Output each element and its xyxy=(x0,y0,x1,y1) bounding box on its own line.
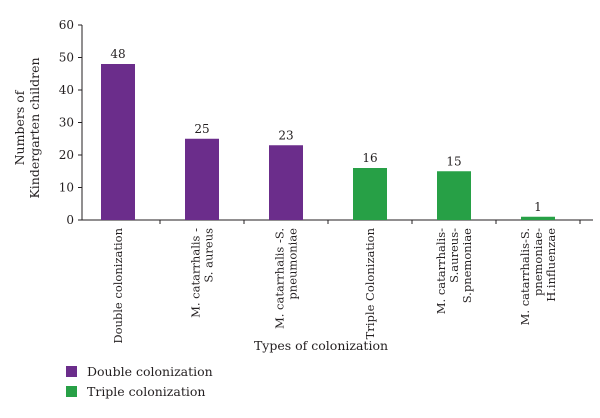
category-label-line: M. catarrhalis-S. xyxy=(518,228,532,325)
y-tick-label-20: 20 xyxy=(59,148,74,162)
y-tick-label-60: 60 xyxy=(59,18,74,32)
category-label-line: pneumoniae xyxy=(286,228,300,300)
category-label-line: M. catarrhalis - xyxy=(189,228,203,318)
y-axis-title: Numbers ofKindergarten children xyxy=(12,57,42,198)
bar-4 xyxy=(437,171,471,220)
bar-5 xyxy=(521,216,555,220)
category-label-line: H.influenzae xyxy=(544,228,558,302)
bar-0 xyxy=(101,64,135,220)
y-tick-label-30: 30 xyxy=(59,116,74,130)
y-tick-label-50: 50 xyxy=(59,51,74,65)
y-tick-label-0: 0 xyxy=(66,213,74,227)
legend-label-triple: Triple colonization xyxy=(87,383,206,399)
bar-1 xyxy=(185,138,219,220)
bar-3 xyxy=(353,168,387,220)
chart-axes xyxy=(78,24,593,224)
category-label-line: pnemoniae- xyxy=(531,228,545,296)
category-label-line: S. aureus xyxy=(202,228,216,283)
y-axis-title-line: Kindergarten children xyxy=(27,57,42,198)
bar-value-label-0: 48 xyxy=(110,47,125,61)
category-label-5: M. catarrhalis-S.pnemoniae-H.influenzae xyxy=(518,228,558,326)
x-axis-title: Types of colonization xyxy=(254,338,388,353)
category-label-line: S.pnemoniae xyxy=(460,228,474,303)
legend-swatch-triple xyxy=(66,385,77,397)
bar-value-label-3: 16 xyxy=(362,151,377,165)
legend-item-double: Double colonization xyxy=(66,361,213,381)
y-tick-label-10: 10 xyxy=(59,181,74,195)
category-label-line: M. catarrhalis- xyxy=(434,228,448,314)
bar-value-label-2: 23 xyxy=(278,128,293,142)
category-label-4: M. catarrhalis-S.aureus-S.pnemoniae xyxy=(434,228,474,314)
chart-legend: Double colonization Triple colonization xyxy=(66,361,213,401)
category-label-line: Double colonization xyxy=(111,227,125,343)
legend-item-triple: Triple colonization xyxy=(66,381,213,401)
category-label-line: S.aureus- xyxy=(447,228,461,283)
y-tick-label-40: 40 xyxy=(59,83,74,97)
category-label-line: M. catarrhalis -S. xyxy=(273,228,287,329)
bar-2 xyxy=(269,145,303,220)
chart-bars xyxy=(101,64,555,220)
category-label-2: M. catarrhalis -S.pneumoniae xyxy=(273,228,300,329)
legend-label-double: Double colonization xyxy=(87,363,213,379)
bar-value-label-1: 25 xyxy=(194,122,209,136)
category-label-line: Triple Colonization xyxy=(363,227,377,339)
bar-value-label-4: 15 xyxy=(446,154,461,168)
chart-labels: 0 10 20 30 40 50 60 48 Double colonization 25 M. c… xyxy=(59,18,558,344)
bar-value-label-5: 1 xyxy=(534,200,542,214)
y-axis-title-line: Numbers of xyxy=(12,89,27,165)
category-label-0: Double colonization xyxy=(111,227,125,343)
legend-swatch-double xyxy=(66,365,77,377)
category-label-1: M. catarrhalis -S. aureus xyxy=(189,228,216,318)
category-label-3: Triple Colonization xyxy=(363,227,377,339)
